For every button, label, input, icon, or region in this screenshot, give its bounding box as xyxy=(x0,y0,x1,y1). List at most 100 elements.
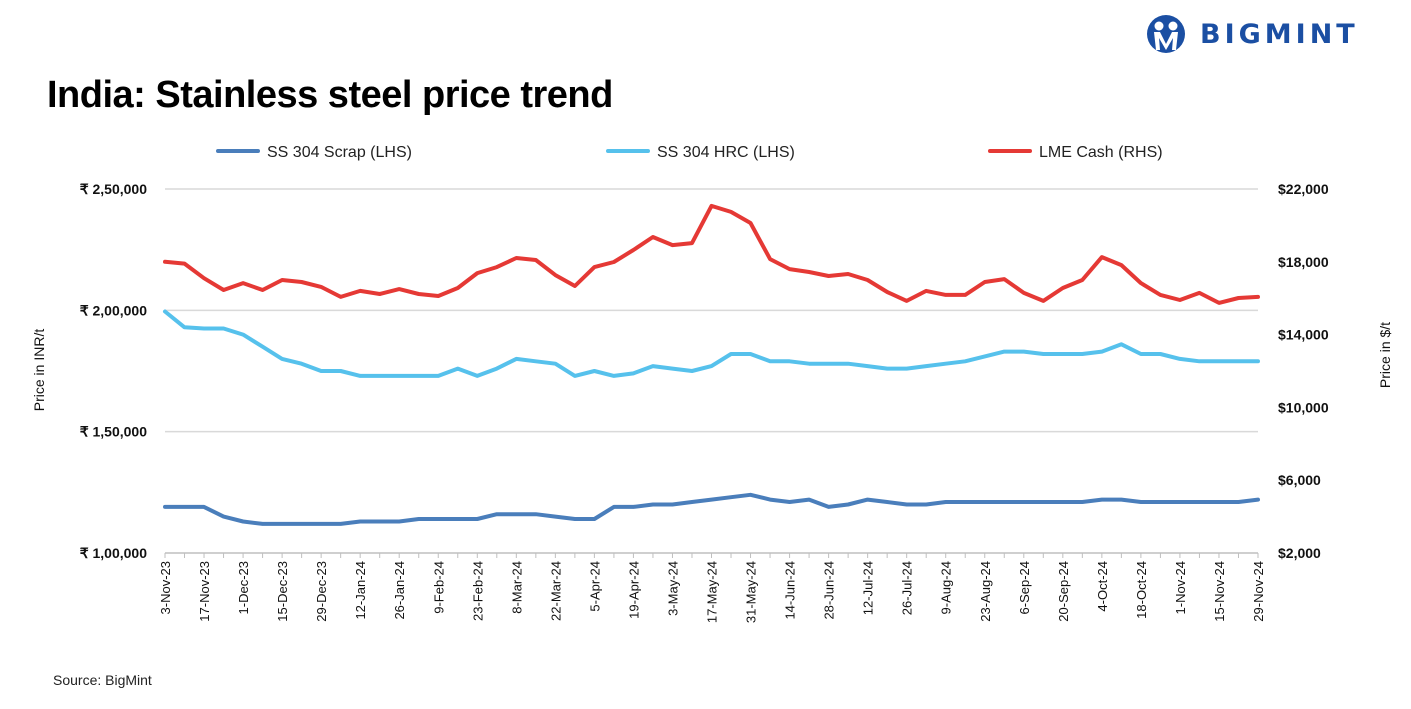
data-point xyxy=(319,285,323,289)
data-point xyxy=(222,288,226,292)
x-tick-label: 29-Nov-24 xyxy=(1251,561,1266,622)
x-tick-label: 3-Nov-23 xyxy=(158,561,173,614)
data-point xyxy=(944,293,948,297)
data-point xyxy=(768,257,772,261)
data-point xyxy=(417,517,421,521)
x-tick-label: 12-Jan-24 xyxy=(353,561,368,620)
data-point xyxy=(319,369,323,373)
x-tick-label: 26-Jan-24 xyxy=(392,561,407,620)
data-point xyxy=(963,359,967,363)
data-point xyxy=(1002,277,1006,281)
x-tick-label: 28-Jun-24 xyxy=(822,561,837,620)
y-left-tick-label: ₹ 2,50,000 xyxy=(80,181,148,197)
data-point xyxy=(1080,500,1084,504)
y-right-tick-label: $14,000 xyxy=(1278,327,1329,343)
data-point xyxy=(475,517,479,521)
data-point xyxy=(749,352,753,356)
data-point xyxy=(241,333,245,337)
chart-title: India: Stainless steel price trend xyxy=(47,74,613,116)
data-point xyxy=(358,289,362,293)
data-point xyxy=(1041,500,1045,504)
data-point xyxy=(241,281,245,285)
x-tick-label: 22-Mar-24 xyxy=(548,561,563,621)
data-point xyxy=(358,374,362,378)
data-point xyxy=(300,522,304,526)
data-point xyxy=(1256,498,1260,502)
data-point xyxy=(729,495,733,499)
data-point xyxy=(261,345,265,349)
data-point xyxy=(436,294,440,298)
data-point xyxy=(1061,500,1065,504)
data-point xyxy=(963,293,967,297)
data-point xyxy=(339,369,343,373)
data-point xyxy=(983,500,987,504)
data-point xyxy=(1080,278,1084,282)
data-point xyxy=(846,362,850,366)
data-point xyxy=(514,256,518,260)
x-tick-label: 8-Mar-24 xyxy=(509,561,524,614)
data-point xyxy=(944,500,948,504)
data-point xyxy=(300,280,304,284)
x-tick-label: 17-May-24 xyxy=(705,561,720,623)
series-line-1 xyxy=(163,309,1260,378)
data-point xyxy=(651,364,655,368)
data-point xyxy=(378,374,382,378)
data-point xyxy=(1197,359,1201,363)
data-point xyxy=(885,367,889,371)
x-tick-label: 9-Aug-24 xyxy=(939,561,954,614)
data-point xyxy=(514,512,518,516)
data-point xyxy=(885,290,889,294)
data-point xyxy=(183,505,187,509)
x-tick-label: 23-Feb-24 xyxy=(470,561,485,621)
series-lines xyxy=(163,203,1260,526)
data-point xyxy=(417,292,421,296)
data-point xyxy=(417,374,421,378)
data-point xyxy=(280,522,284,526)
y-axis-right-title: Price in $/t xyxy=(1377,322,1393,388)
data-point xyxy=(807,362,811,366)
data-point xyxy=(944,362,948,366)
y-axis-right: $2,000 $6,000 $10,000 $14,000 $18,000 $22,000 xyxy=(1278,181,1329,561)
data-point xyxy=(475,374,479,378)
data-point xyxy=(202,505,206,509)
data-point xyxy=(319,522,323,526)
data-point xyxy=(1197,291,1201,295)
data-point xyxy=(456,517,460,521)
data-point xyxy=(1139,281,1143,285)
x-tick-label: 5-Apr-24 xyxy=(587,561,602,612)
data-point xyxy=(788,267,792,271)
data-point xyxy=(1100,498,1104,502)
data-point xyxy=(983,280,987,284)
data-point xyxy=(1022,350,1026,354)
bigmint-logo-text: BIGMINT xyxy=(1200,18,1359,50)
data-point xyxy=(495,512,499,516)
data-point xyxy=(885,500,889,504)
x-tick-label: 12-Jul-24 xyxy=(861,561,876,615)
data-point xyxy=(612,505,616,509)
data-point xyxy=(1119,342,1123,346)
x-tick-label: 3-May-24 xyxy=(665,561,680,616)
data-point xyxy=(827,505,831,509)
data-point xyxy=(846,272,850,276)
x-tick-label: 18-Oct-24 xyxy=(1134,561,1149,619)
data-point xyxy=(222,515,226,519)
data-point xyxy=(924,502,928,506)
data-point xyxy=(788,500,792,504)
data-point xyxy=(866,498,870,502)
data-point xyxy=(651,235,655,239)
x-tick-label: 15-Dec-23 xyxy=(275,561,290,622)
y-axis-left-title: Price in INR/t xyxy=(31,329,47,412)
data-point xyxy=(670,502,674,506)
x-tick-label: 17-Nov-23 xyxy=(197,561,212,622)
data-point xyxy=(358,519,362,523)
data-point xyxy=(1022,291,1026,295)
data-point xyxy=(690,241,694,245)
data-point xyxy=(807,498,811,502)
data-point xyxy=(768,359,772,363)
data-point xyxy=(768,498,772,502)
data-point xyxy=(397,287,401,291)
data-point xyxy=(1178,357,1182,361)
data-point xyxy=(1236,359,1240,363)
x-tick-label: 1-Dec-23 xyxy=(236,561,251,614)
legend-label: LME Cash (RHS) xyxy=(1039,144,1163,161)
